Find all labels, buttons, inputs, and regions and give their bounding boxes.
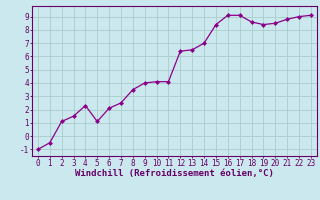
X-axis label: Windchill (Refroidissement éolien,°C): Windchill (Refroidissement éolien,°C) — [75, 169, 274, 178]
